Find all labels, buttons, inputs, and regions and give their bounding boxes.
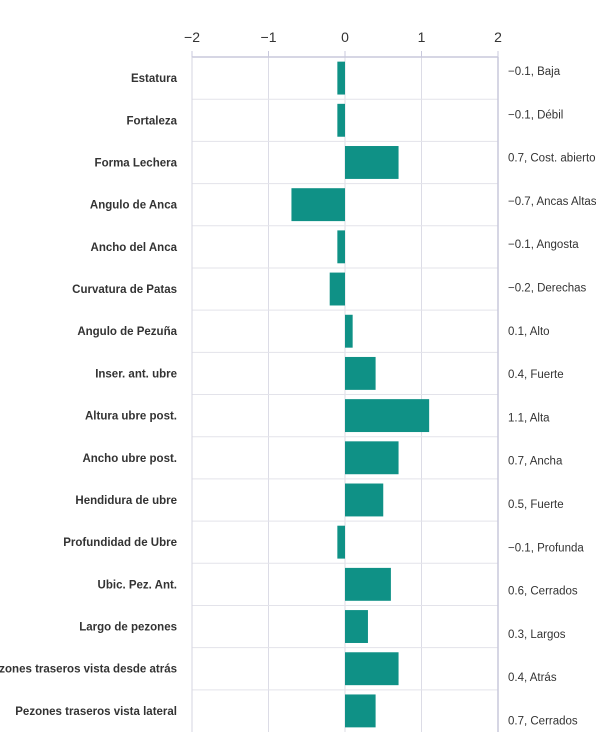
bar	[345, 356, 376, 390]
bar	[345, 694, 376, 728]
bar	[345, 146, 399, 179]
category-label: Ancho del Anca	[91, 242, 178, 254]
category-label: Altura ubre post.	[85, 411, 177, 423]
value-labels: −0.1, Baja −0.1, Débil 0.7, Cost. abierto −…	[508, 66, 596, 727]
category-label: Curvatura de Patas	[72, 284, 177, 296]
value-label: 0.6, Cerrados	[508, 586, 578, 598]
category-label: Profundidad de Ubre	[63, 537, 177, 549]
category-label: Angulo de Pezuña	[77, 326, 177, 338]
value-label: 0.3, Largos	[508, 629, 566, 641]
category-label: Angulo de Anca	[90, 200, 178, 212]
category-label: Largo de pezones	[79, 622, 177, 634]
category-label: Inser. ant. ubre	[95, 368, 177, 380]
bar	[291, 188, 345, 222]
value-label: 0.5, Fuerte	[508, 499, 564, 511]
category-label: Pezones traseros vista lateral	[15, 706, 177, 718]
category-label: Ancho ubre post.	[82, 453, 177, 465]
value-label: 0.1, Alto	[508, 326, 550, 338]
bar	[345, 399, 430, 433]
category-labels: Estatura Fortaleza Forma Lechera Angulo de …	[0, 73, 178, 718]
category-label: Ubic. Pez. Ant.	[98, 579, 177, 591]
category-label: Pezones traseros vista desde atrás	[0, 664, 177, 676]
value-label: −0.1, Débil	[508, 109, 563, 121]
category-label: Hendidura de ubre	[75, 495, 177, 507]
bar	[337, 61, 345, 95]
x-tick-label: 2	[494, 29, 502, 45]
bar	[345, 483, 384, 517]
bar	[329, 272, 345, 306]
bar	[337, 525, 345, 559]
x-tick-labels: −2 −1 0 1 2	[184, 29, 502, 45]
bars	[291, 61, 430, 728]
category-label: Fortaleza	[127, 115, 178, 127]
bar	[345, 610, 368, 643]
category-label: Estatura	[131, 73, 178, 85]
value-label: −0.1, Angosta	[508, 239, 579, 251]
value-label: −0.1, Baja	[508, 66, 561, 78]
value-label: 0.4, Fuerte	[508, 369, 564, 381]
value-label: 1.1, Alta	[508, 412, 550, 424]
bar	[345, 314, 353, 348]
value-label: 0.7, Ancha	[508, 456, 563, 468]
value-label: −0.7, Ancas Altas	[508, 196, 596, 208]
category-label: Forma Lechera	[95, 157, 178, 169]
value-label: 0.7, Cost. abierto	[508, 153, 596, 165]
x-tick-label: 0	[341, 29, 349, 45]
bar	[345, 652, 399, 686]
value-label: −0.1, Profunda	[508, 542, 584, 554]
x-tick-label: 1	[418, 29, 426, 45]
bar	[337, 230, 345, 264]
value-label: 0.4, Atrás	[508, 672, 557, 684]
value-label: −0.2, Derechas	[508, 283, 587, 295]
axes	[191, 51, 499, 732]
value-label: 0.7, Cerrados	[508, 715, 578, 727]
bar	[337, 103, 345, 137]
bar	[345, 441, 399, 475]
bar	[345, 567, 391, 601]
x-tick-label: −1	[261, 29, 277, 45]
x-tick-label: −2	[184, 29, 200, 45]
